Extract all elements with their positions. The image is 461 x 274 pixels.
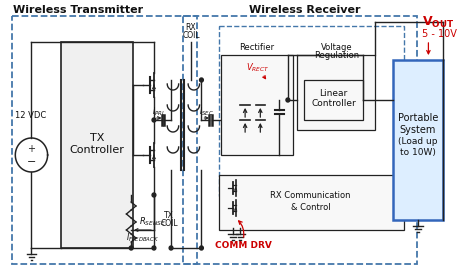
Text: Regulation: Regulation bbox=[314, 50, 359, 59]
Text: TX: TX bbox=[90, 133, 104, 143]
Text: RX Communication: RX Communication bbox=[271, 192, 351, 201]
Text: Controller: Controller bbox=[311, 99, 356, 109]
Circle shape bbox=[129, 246, 133, 250]
Text: Voltage: Voltage bbox=[320, 42, 352, 52]
Text: to 10W): to 10W) bbox=[400, 149, 436, 158]
Text: $I_{FEEDBACK}$: $I_{FEEDBACK}$ bbox=[126, 232, 159, 244]
Text: $I_{SEC}$: $I_{SEC}$ bbox=[199, 106, 213, 118]
Circle shape bbox=[152, 246, 156, 250]
Text: Controller: Controller bbox=[70, 145, 124, 155]
Bar bbox=[304, 80, 363, 120]
Circle shape bbox=[152, 118, 156, 122]
Text: 12 VDC: 12 VDC bbox=[15, 112, 47, 121]
Bar bbox=[219, 175, 404, 230]
Text: (Load up: (Load up bbox=[398, 138, 437, 147]
Text: COMM DRV: COMM DRV bbox=[215, 241, 272, 250]
Bar bbox=[393, 60, 443, 220]
Text: $R_{SENSE}$: $R_{SENSE}$ bbox=[139, 216, 166, 228]
Text: & Control: & Control bbox=[291, 204, 331, 213]
Text: System: System bbox=[400, 125, 436, 135]
Circle shape bbox=[286, 98, 290, 102]
Text: RX: RX bbox=[186, 24, 196, 33]
Text: TX: TX bbox=[164, 210, 174, 219]
Text: Portable: Portable bbox=[398, 113, 438, 123]
Bar bbox=[297, 55, 375, 130]
Text: +: + bbox=[28, 144, 35, 154]
Text: Wireless Receiver: Wireless Receiver bbox=[249, 5, 361, 15]
Text: $V_{RECT}$: $V_{RECT}$ bbox=[246, 62, 269, 74]
Circle shape bbox=[200, 246, 203, 250]
Bar bbox=[219, 26, 404, 196]
Text: COIL: COIL bbox=[182, 32, 200, 41]
Text: $I_{PRI}$: $I_{PRI}$ bbox=[153, 106, 165, 118]
Text: 5 - 10V: 5 - 10V bbox=[422, 29, 457, 39]
Text: COIL: COIL bbox=[160, 218, 178, 227]
Text: $\mathbf{V_{OUT}}$: $\mathbf{V_{OUT}}$ bbox=[422, 15, 454, 30]
Circle shape bbox=[152, 193, 156, 197]
Text: −: − bbox=[27, 157, 36, 167]
Text: Rectifier: Rectifier bbox=[239, 42, 274, 52]
Bar bbox=[183, 16, 417, 264]
Circle shape bbox=[200, 78, 203, 82]
Bar bbox=[12, 16, 197, 264]
Bar bbox=[221, 55, 293, 155]
Circle shape bbox=[169, 246, 173, 250]
Bar bbox=[61, 42, 133, 248]
Text: Wireless Transmitter: Wireless Transmitter bbox=[13, 5, 143, 15]
Text: Linear: Linear bbox=[319, 90, 348, 98]
